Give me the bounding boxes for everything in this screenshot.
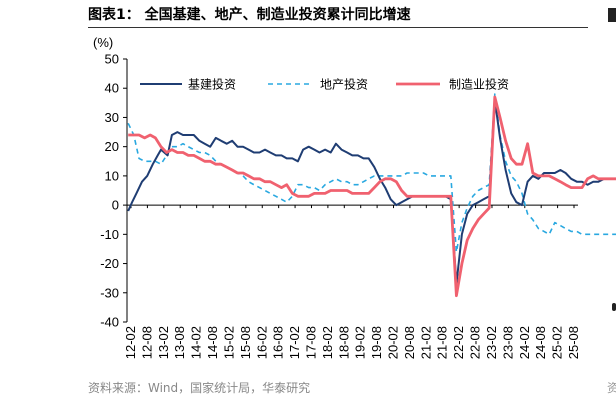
x-tick-label: 23-08: [500, 326, 515, 359]
adjacent-panel-edge: [608, 8, 616, 22]
source-note: 资料来源：Wind，国家统计局，华泰研究: [88, 381, 311, 395]
x-tick-label: 12-02: [123, 326, 138, 359]
y-tick-label: 50: [105, 52, 119, 67]
x-tick-label: 19-02: [353, 326, 368, 359]
adjacent-panel-text: 资: [607, 381, 616, 395]
y-axis-unit-label: (%): [93, 35, 113, 50]
x-tick-label: 21-02: [418, 326, 433, 359]
x-tick-label: 17-08: [303, 326, 318, 359]
x-tick-label: 13-08: [172, 326, 187, 359]
y-tick-label: 40: [105, 81, 119, 96]
chart-axes: -40 -30 -20 -10 0 10 20 30 40 50 12-02 12-08 13-02 13…: [100, 52, 581, 360]
legend-label: 制造业投资: [449, 77, 509, 92]
x-tick-label: 24-08: [533, 326, 548, 359]
x-tick-label: 23-02: [484, 326, 499, 359]
x-tick-label: 15-08: [238, 326, 253, 359]
y-tick-label: -10: [100, 227, 119, 242]
x-tick-label: 24-02: [517, 326, 532, 359]
x-tick-label: 21-08: [435, 326, 450, 359]
figure-title: 图表1： 全国基建、地产、制造业投资累计同比增速: [88, 7, 411, 23]
y-tick-label: -30: [100, 285, 119, 300]
x-tick-label: 17-02: [287, 326, 302, 359]
y-tick-label: 10: [105, 168, 119, 183]
chart-series: [127, 93, 616, 298]
x-tick-label: 20-08: [402, 326, 417, 359]
y-tick-label: 30: [105, 110, 119, 125]
series-line-manufacturing: [128, 95, 616, 298]
x-tick-label: 16-08: [271, 326, 286, 359]
x-tick-label: 25-08: [566, 326, 581, 359]
x-tick-label: 19-08: [369, 326, 384, 359]
x-tick-label: 15-02: [221, 326, 236, 359]
x-tick-label: 20-02: [386, 326, 401, 359]
y-tick-label: -40: [100, 315, 119, 330]
y-tick-label: 0: [112, 198, 119, 213]
x-tick-label: 16-02: [254, 326, 269, 359]
y-tick-label: 20: [105, 139, 119, 154]
chart-legend: 基建投资 地产投资 制造业投资: [140, 77, 509, 92]
adjacent-panel-mark: [612, 303, 616, 311]
x-tick-label: 12-08: [139, 326, 154, 359]
y-tick-label: -20: [100, 256, 119, 271]
x-tick-label: 25-02: [550, 326, 565, 359]
x-tick-label: 18-02: [320, 326, 335, 359]
title-rule: [88, 27, 588, 28]
x-tick-label: 22-08: [468, 326, 483, 359]
x-tick-label: 14-02: [189, 326, 204, 359]
x-tick-label: 13-02: [156, 326, 171, 359]
legend-label: 地产投资: [320, 77, 368, 92]
series-line-infra: [127, 98, 616, 285]
x-tick-label: 22-02: [451, 326, 466, 359]
x-tick-label: 18-08: [336, 326, 351, 359]
legend-label: 基建投资: [188, 77, 236, 92]
series-line-real-estate: [127, 93, 616, 253]
x-tick-label: 14-08: [205, 326, 220, 359]
